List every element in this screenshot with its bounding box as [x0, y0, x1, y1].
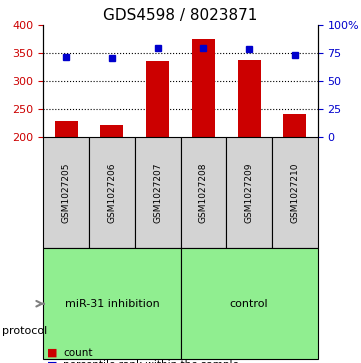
Text: control: control: [230, 299, 268, 309]
Bar: [238, 61, 261, 137]
Bar: [100, 125, 123, 137]
FancyBboxPatch shape: [43, 248, 180, 359]
FancyBboxPatch shape: [272, 137, 318, 248]
Title: GDS4598 / 8023871: GDS4598 / 8023871: [103, 8, 258, 23]
Bar: [55, 121, 78, 137]
FancyBboxPatch shape: [43, 137, 89, 248]
Text: GSM1027205: GSM1027205: [62, 162, 71, 223]
Text: GSM1027210: GSM1027210: [290, 162, 299, 223]
FancyBboxPatch shape: [180, 137, 226, 248]
Bar: [283, 114, 306, 137]
FancyBboxPatch shape: [180, 248, 318, 359]
Text: percentile rank within the sample: percentile rank within the sample: [63, 360, 239, 363]
Text: protocol: protocol: [2, 326, 47, 336]
FancyBboxPatch shape: [135, 137, 180, 248]
Text: miR-31 inhibition: miR-31 inhibition: [65, 299, 159, 309]
Text: GSM1027206: GSM1027206: [108, 162, 116, 223]
Text: GSM1027208: GSM1027208: [199, 162, 208, 223]
Text: GSM1027207: GSM1027207: [153, 162, 162, 223]
Bar: [146, 61, 169, 137]
Text: ■: ■: [47, 347, 57, 358]
Bar: [192, 39, 215, 137]
Text: ■: ■: [47, 360, 57, 363]
Text: GSM1027209: GSM1027209: [245, 162, 253, 223]
Text: count: count: [63, 347, 93, 358]
FancyBboxPatch shape: [89, 137, 135, 248]
FancyBboxPatch shape: [226, 137, 272, 248]
